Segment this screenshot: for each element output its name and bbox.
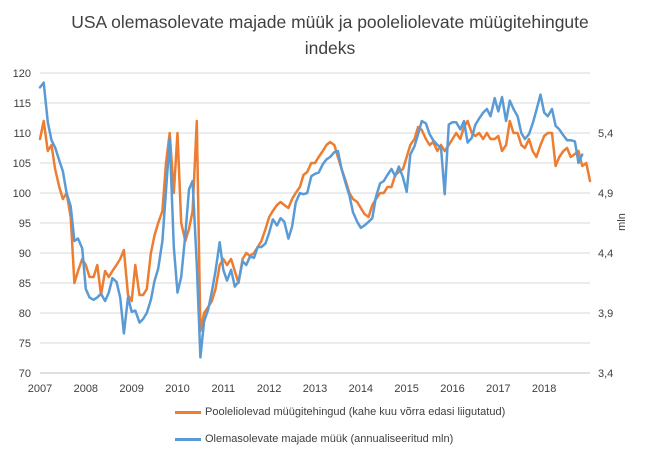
y-left-tick-label: 90	[19, 248, 31, 260]
x-tick-label: 2009	[119, 383, 143, 395]
x-tick-label: 2016	[440, 383, 464, 395]
y-right-tick-label: 5,4	[598, 128, 613, 140]
legend-label-existing-home-sales: Olemasolevate majade müük (annualiseerit…	[205, 433, 454, 445]
x-tick-label: 2012	[257, 383, 281, 395]
y-right-tick-label: 3,4	[598, 368, 613, 380]
series-line-existing-home-sales	[38, 81, 584, 359]
right-axis-title: mln	[616, 213, 628, 231]
y-left-tick-label: 75	[19, 338, 31, 350]
y-left-tick-label: 120	[13, 68, 31, 80]
legend-item-existing-home-sales: Olemasolevate majade müük (annualiseerit…	[175, 431, 505, 447]
x-tick-label: 2018	[532, 383, 556, 395]
x-tick-label: 2007	[28, 383, 52, 395]
y-left-tick-label: 105	[13, 158, 31, 170]
x-tick-label: 2017	[486, 383, 510, 395]
y-left-tick-label: 100	[13, 188, 31, 200]
series-line-pending-sales	[38, 119, 592, 333]
legend-swatch-blue	[175, 437, 201, 441]
x-tick-label: 2008	[74, 383, 98, 395]
y-left-tick-label: 70	[19, 368, 31, 380]
x-tick-label: 2014	[349, 383, 373, 395]
legend-label-pending-sales: Pooleliolevad müügitehingud (kahe kuu võ…	[205, 406, 506, 418]
chart-title: USA olemasolevate majade müük ja pooleli…	[71, 12, 589, 58]
y-right-tick-label: 3,9	[598, 308, 613, 320]
x-tick-label: 2011	[212, 383, 236, 395]
y-left-tick-label: 95	[19, 218, 31, 230]
legend-item-pending-sales: Pooleliolevad müügitehingud (kahe kuu võ…	[175, 404, 505, 420]
y-left-tick-label: 85	[19, 278, 31, 290]
y-left-tick-label: 80	[19, 308, 31, 320]
y-left-tick-label: 110	[13, 128, 31, 140]
x-tick-label: 2010	[165, 383, 189, 395]
y-left-tick-label: 115	[13, 98, 31, 110]
legend: Pooleliolevad müügitehingud (kahe kuu võ…	[175, 404, 505, 447]
legend-swatch-orange	[175, 410, 201, 414]
series-lines	[38, 81, 592, 359]
x-tick-label: 2013	[303, 383, 327, 395]
axes: 70 75 80 85 90 95 100 105 110 115 120 3,4 3,9 4,4 4,9 5…	[13, 68, 614, 395]
y-right-tick-label: 4,9	[598, 188, 613, 200]
y-right-tick-label: 4,4	[598, 248, 613, 260]
x-tick-label: 2015	[394, 383, 418, 395]
